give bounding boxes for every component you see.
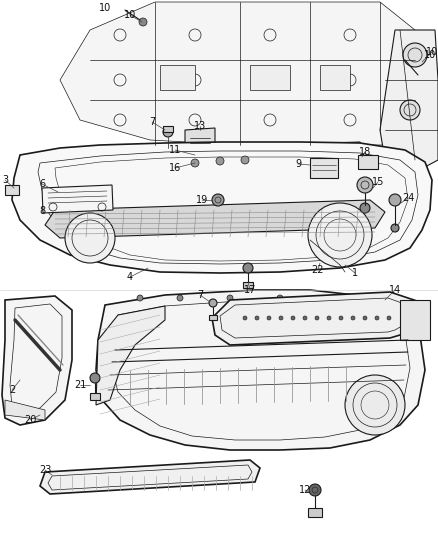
Circle shape xyxy=(387,316,391,320)
Circle shape xyxy=(315,316,319,320)
Text: 3: 3 xyxy=(2,175,8,185)
Circle shape xyxy=(351,316,355,320)
Circle shape xyxy=(177,295,183,301)
Text: 7: 7 xyxy=(197,290,203,300)
FancyBboxPatch shape xyxy=(310,158,338,178)
Circle shape xyxy=(306,151,314,159)
Polygon shape xyxy=(180,142,365,164)
Circle shape xyxy=(303,316,307,320)
Text: 24: 24 xyxy=(402,193,414,203)
Text: 10: 10 xyxy=(424,50,436,60)
Circle shape xyxy=(267,316,271,320)
Text: 10: 10 xyxy=(124,10,136,20)
FancyBboxPatch shape xyxy=(5,185,19,195)
Polygon shape xyxy=(96,290,425,450)
Text: 8: 8 xyxy=(39,206,45,216)
Text: 10: 10 xyxy=(426,47,438,57)
Text: 16: 16 xyxy=(169,163,181,173)
Polygon shape xyxy=(212,292,420,345)
Circle shape xyxy=(241,156,249,164)
Circle shape xyxy=(277,295,283,301)
Polygon shape xyxy=(185,128,215,150)
FancyBboxPatch shape xyxy=(308,508,322,517)
Circle shape xyxy=(90,373,100,383)
FancyBboxPatch shape xyxy=(320,65,350,90)
Text: 2: 2 xyxy=(9,385,15,395)
Circle shape xyxy=(227,295,233,301)
Circle shape xyxy=(309,484,321,496)
Text: 6: 6 xyxy=(39,179,45,189)
Circle shape xyxy=(209,299,217,307)
FancyBboxPatch shape xyxy=(90,393,100,400)
Text: 20: 20 xyxy=(24,415,36,425)
Text: 17: 17 xyxy=(244,285,256,295)
Text: 18: 18 xyxy=(359,147,371,157)
Polygon shape xyxy=(40,460,260,494)
Text: 22: 22 xyxy=(312,265,324,275)
Circle shape xyxy=(243,316,247,320)
Circle shape xyxy=(360,203,370,213)
Text: 13: 13 xyxy=(194,121,206,131)
Circle shape xyxy=(65,213,115,263)
FancyBboxPatch shape xyxy=(209,315,217,320)
Circle shape xyxy=(363,316,367,320)
Text: 21: 21 xyxy=(74,380,86,390)
Circle shape xyxy=(216,157,224,165)
Circle shape xyxy=(139,18,147,26)
Circle shape xyxy=(279,316,283,320)
Circle shape xyxy=(255,316,259,320)
Polygon shape xyxy=(5,400,45,420)
Text: 19: 19 xyxy=(196,195,208,205)
FancyBboxPatch shape xyxy=(160,65,195,90)
FancyBboxPatch shape xyxy=(358,155,378,169)
Polygon shape xyxy=(42,185,113,213)
Text: 4: 4 xyxy=(127,272,133,282)
Text: 12: 12 xyxy=(299,485,311,495)
Polygon shape xyxy=(400,300,430,340)
Text: 23: 23 xyxy=(39,465,51,475)
Circle shape xyxy=(389,194,401,206)
Circle shape xyxy=(339,316,343,320)
Circle shape xyxy=(308,203,372,267)
Polygon shape xyxy=(45,200,385,238)
Circle shape xyxy=(212,194,224,206)
Circle shape xyxy=(266,151,274,159)
Circle shape xyxy=(357,177,373,193)
Text: 1: 1 xyxy=(352,268,358,278)
Circle shape xyxy=(345,375,405,435)
Circle shape xyxy=(391,224,399,232)
Text: 7: 7 xyxy=(149,117,155,127)
Polygon shape xyxy=(380,30,438,175)
Circle shape xyxy=(163,127,173,137)
Circle shape xyxy=(243,263,253,273)
Circle shape xyxy=(327,295,333,301)
Circle shape xyxy=(226,151,234,159)
Circle shape xyxy=(341,151,349,159)
Text: 10: 10 xyxy=(99,3,111,13)
Circle shape xyxy=(403,43,427,67)
FancyBboxPatch shape xyxy=(243,282,253,288)
Text: 14: 14 xyxy=(389,285,401,295)
Circle shape xyxy=(137,295,143,301)
Circle shape xyxy=(191,159,199,167)
Polygon shape xyxy=(2,296,72,425)
Circle shape xyxy=(416,74,424,82)
Circle shape xyxy=(400,100,420,120)
Circle shape xyxy=(291,316,295,320)
Polygon shape xyxy=(96,306,165,405)
Text: 11: 11 xyxy=(169,145,181,155)
Text: 15: 15 xyxy=(372,177,384,187)
Circle shape xyxy=(375,316,379,320)
Circle shape xyxy=(327,316,331,320)
Polygon shape xyxy=(60,2,430,145)
FancyBboxPatch shape xyxy=(163,126,173,132)
Circle shape xyxy=(196,151,204,159)
Polygon shape xyxy=(12,142,432,273)
FancyBboxPatch shape xyxy=(250,65,290,90)
Text: 9: 9 xyxy=(295,159,301,169)
